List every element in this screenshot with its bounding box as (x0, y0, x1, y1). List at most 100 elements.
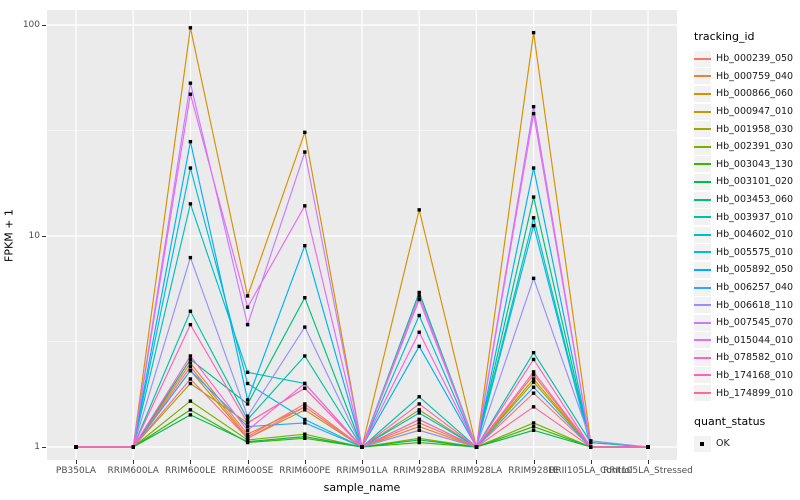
legend-item-label: Hb_006618_110 (716, 299, 794, 311)
data-point (531, 421, 536, 425)
legend-key-line (694, 110, 711, 113)
legend-item-label: Hb_003453_060 (716, 194, 794, 206)
x-tick-label-PB350LA: PB350LA (55, 466, 97, 476)
legend-key-line (694, 356, 711, 359)
legend-key-swatch (694, 85, 711, 102)
x-tick-mark (533, 460, 535, 464)
data-point (245, 417, 250, 422)
legend-item: Hb_000866_060 (694, 85, 800, 103)
data-point (188, 377, 193, 381)
legend-item-label: Hb_000947_010 (716, 106, 794, 118)
data-point (303, 434, 307, 439)
data-point (188, 322, 193, 327)
data-point (417, 344, 421, 349)
data-point (303, 405, 307, 409)
legend-item-label: Hb_001958_030 (716, 123, 794, 135)
data-point (188, 166, 193, 170)
data-point (531, 370, 536, 374)
data-point (531, 428, 536, 432)
x-tick-mark (648, 460, 649, 464)
legend-key-swatch (694, 297, 711, 314)
data-point (188, 139, 193, 144)
legend-key-swatch (694, 103, 711, 120)
legend-item: Hb_004602_010 (694, 226, 800, 244)
legend-item-label: Hb_000759_040 (716, 70, 794, 82)
legend-key-swatch (694, 261, 711, 278)
legend-item: Hb_000239_050 (694, 50, 800, 68)
data-point (245, 305, 250, 309)
data-point (531, 377, 536, 381)
legend-key-line (694, 163, 711, 166)
legend-key-line (694, 286, 711, 289)
data-point (531, 380, 536, 384)
legend-key-swatch (694, 68, 711, 85)
legend-key-line (694, 268, 711, 271)
legend-items: Hb_000239_050 Hb_000759_040 Hb_000866_060 H… (694, 50, 800, 402)
legend-title-quant-status: quant_status (694, 414, 766, 428)
data-point (188, 354, 193, 358)
legend-key-swatch (694, 385, 711, 402)
legend-key-swatch (694, 332, 711, 349)
legend-key-swatch (694, 138, 711, 155)
data-point (303, 243, 307, 248)
legend-item-label: OK (716, 438, 730, 450)
data-point (303, 296, 307, 300)
x-tick-mark (247, 460, 249, 464)
data-point (531, 216, 536, 220)
legend-key-line (694, 145, 711, 148)
chart-panel (47, 10, 677, 460)
legend-item-label: Hb_000866_060 (716, 88, 794, 100)
legend-item: Hb_007545_070 (694, 314, 800, 332)
legend-item-label: Hb_078582_010 (716, 352, 794, 364)
data-point (303, 204, 307, 208)
legend: tracking_id Hb_000239_050 Hb_000759_040 Hb… (694, 30, 800, 452)
data-point (589, 439, 593, 443)
data-point (417, 395, 421, 399)
data-point (245, 428, 250, 432)
x-tick-mark (476, 460, 478, 464)
y-tick-label: 1 (34, 442, 40, 452)
legend-item: Hb_015044_010 (694, 332, 800, 350)
data-point (417, 330, 421, 334)
legend-item-ok: OK (694, 435, 800, 453)
data-point (417, 428, 421, 432)
x-tick-mark (76, 460, 77, 464)
legend-item-label: Hb_006257_040 (716, 282, 794, 294)
legend-key-swatch (694, 314, 711, 331)
data-point (245, 381, 250, 386)
legend-item-label: Hb_015044_010 (716, 334, 794, 346)
legend-key-line (694, 75, 711, 78)
data-point (531, 373, 536, 377)
plot-area-svg (47, 10, 677, 460)
data-point (188, 81, 193, 85)
data-point (303, 386, 307, 390)
data-point (188, 361, 193, 365)
data-point (417, 417, 421, 422)
data-point (188, 368, 193, 373)
legend-item: Hb_003937_010 (694, 208, 800, 226)
y-tick-mark (42, 25, 46, 26)
data-point (303, 130, 307, 135)
legend-title-tracking-id: tracking_id (694, 30, 755, 43)
legend-key-line (694, 339, 711, 342)
legend-key-swatch (694, 367, 711, 384)
data-point (531, 357, 536, 362)
legend-key-swatch (694, 349, 711, 366)
legend-item: Hb_078582_010 (694, 349, 800, 367)
legend-item-label: Hb_174168_010 (716, 369, 794, 381)
data-point (245, 414, 250, 418)
x-tick-label-RRIM600SE: RRIM600SE (221, 466, 274, 476)
legend-item-label: Hb_003937_010 (716, 211, 794, 223)
data-point (188, 408, 193, 412)
data-point (531, 111, 536, 116)
legend-quant-status: quant_status OK (694, 415, 800, 453)
x-tick-label-RRIM928BA: RRIM928BA (392, 466, 446, 476)
x-tick-label-RRIM600LE: RRIM600LE (164, 466, 216, 476)
data-point (188, 26, 193, 30)
data-point (417, 421, 421, 425)
x-tick-label-RRIM600LA: RRIM600LA (107, 466, 159, 476)
x-tick-mark (362, 460, 363, 464)
x-tick-mark (190, 460, 192, 464)
data-point (188, 365, 193, 369)
data-point (531, 276, 536, 281)
